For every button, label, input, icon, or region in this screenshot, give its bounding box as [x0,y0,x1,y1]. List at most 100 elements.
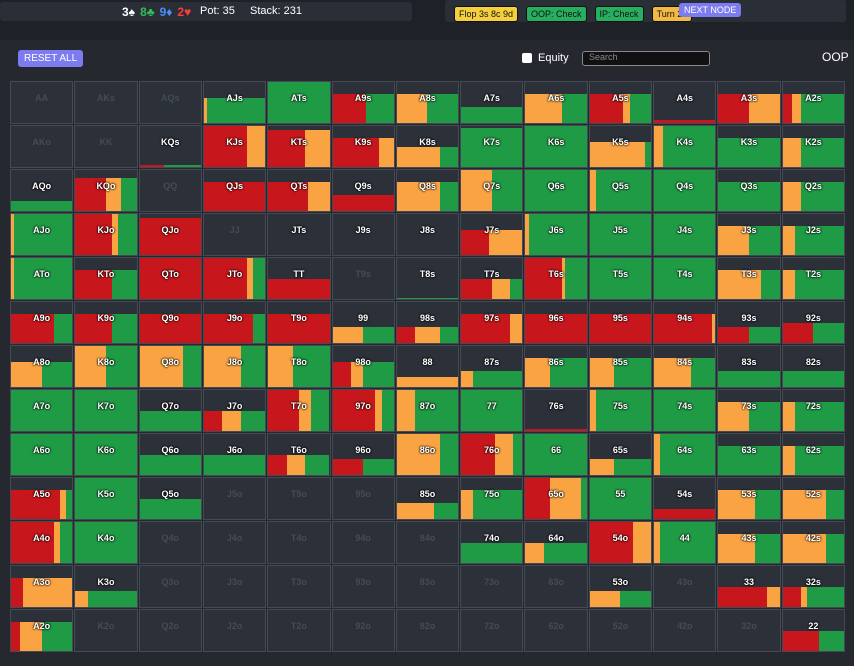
hand-label: J7o [226,401,243,411]
strategy-bar [525,358,587,387]
range-grid: AA AKs AQs AJs ATs A9s A8s A7s A6s A5s A4s A3s A2s AK… [10,81,846,653]
hand-cell: QTs [267,169,331,212]
hand-cell: JTo [202,257,267,300]
action-segment [139,346,183,387]
action-segment [439,434,459,475]
strategy-bar [461,390,523,431]
hand-label: 93s [741,313,757,323]
stack-label: Stack: [250,5,281,17]
action-segment [252,314,266,343]
hand-cell: 76s [524,389,588,432]
action-segment [654,522,661,563]
strategy-bar [589,590,652,607]
hand-cell: K6s [524,125,588,168]
hand-cell: 83s [717,345,781,388]
hand-cell: KK [74,125,138,168]
hand-label: K2s [805,137,822,147]
action-segment [595,170,652,211]
equity-checkbox[interactable] [522,53,532,63]
hand-cell: J6o [202,433,267,476]
hand-cell: ATo [10,257,74,300]
strategy-bar [396,390,459,431]
action-segment [654,508,716,519]
hand-label: 75s [612,401,628,411]
strategy-bar [461,106,523,123]
hand-label: T7s [484,269,500,279]
hand-label: AKs [96,93,115,103]
hand-label: 95o [355,489,371,499]
strategy-bar [332,458,394,475]
action-segment [525,358,550,387]
action-segment [11,622,21,651]
action-segment [363,362,394,387]
next-node-button[interactable]: NEXT NODE [679,3,742,17]
action-segment [11,258,15,299]
action-segment [749,226,780,255]
hand-label: K9o [97,313,115,323]
hand-cell: T6o [267,433,331,476]
action-segment [268,130,305,167]
hand-label: 64s [677,445,693,455]
pot: Pot: 35 [200,5,235,17]
action-segment [415,390,459,431]
action-segment [782,586,802,607]
strategy-bar [139,346,201,387]
action-segment [543,542,587,563]
strategy-bar [268,182,330,211]
action-segment [525,428,587,431]
action-segment [595,390,652,431]
hand-label: T3s [741,269,757,279]
action-segment [41,622,73,651]
action-segment [105,346,137,387]
action-segment [75,390,137,431]
action-segment [363,458,394,475]
hand-label: 87o [419,401,436,411]
action-segment [589,258,652,299]
action-segment [332,362,351,387]
hand-label: QJo [161,225,180,235]
strategy-bar [268,346,330,387]
hand-label: 87s [484,357,500,367]
action-segment [203,98,207,123]
action-segment [654,119,716,123]
hand-cell: 43o [653,565,717,608]
hand-label: J5o [226,489,243,499]
pot-label: Pot: [200,5,220,17]
card: 9♦ [159,5,173,19]
hand-label: 52s [805,489,821,499]
action-segment [718,402,750,431]
hand-cell: A5s [588,81,653,124]
hand-cell: 95s [588,301,653,344]
hand-label: 98o [355,357,371,367]
reset-button[interactable]: RESET ALL [18,50,84,67]
hand-label: ATo [33,269,50,279]
hand-label: 85o [419,489,436,499]
strategy-bar [332,194,394,211]
hand-label: T6s [548,269,564,279]
action-segment [782,270,795,299]
hand-cell: 83o [395,565,460,608]
search-input[interactable]: Search [582,51,710,66]
action-segment [614,458,652,475]
strategy-bar [203,98,266,123]
hand-label: J4s [677,225,693,235]
action-segment [375,390,382,431]
hand-cell: 75o [460,477,524,520]
strategy-bar [396,146,459,167]
action-segment [525,214,529,255]
hand-cell: 33 [717,565,781,608]
hand-label: QJs [226,181,244,191]
hand-cell: K9s [331,125,395,168]
hand-label: T4s [676,269,693,279]
hand-cell: K5o [74,477,138,520]
strategy-bar [203,454,266,475]
action-segment [825,534,844,563]
hand-cell: J3o [202,565,267,608]
strategy-bar [782,370,844,387]
action-segment [286,454,305,475]
strategy-bar [139,314,201,343]
strategy-bar [782,226,844,255]
strategy-bar [589,258,652,299]
action-segment [298,390,312,431]
